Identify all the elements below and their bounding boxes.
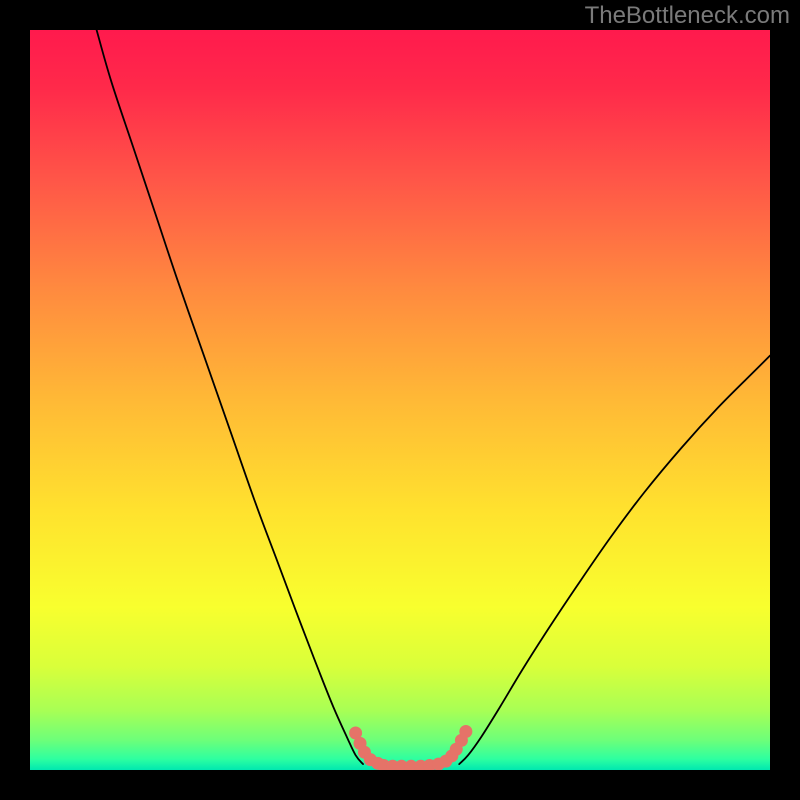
bottleneck-chart (30, 30, 770, 770)
plot-area (30, 30, 770, 770)
watermark-label: TheBottleneck.com (585, 2, 790, 30)
chart-container: TheBottleneck.com (0, 0, 800, 800)
gradient-background (30, 30, 770, 770)
marker-point (459, 725, 472, 738)
